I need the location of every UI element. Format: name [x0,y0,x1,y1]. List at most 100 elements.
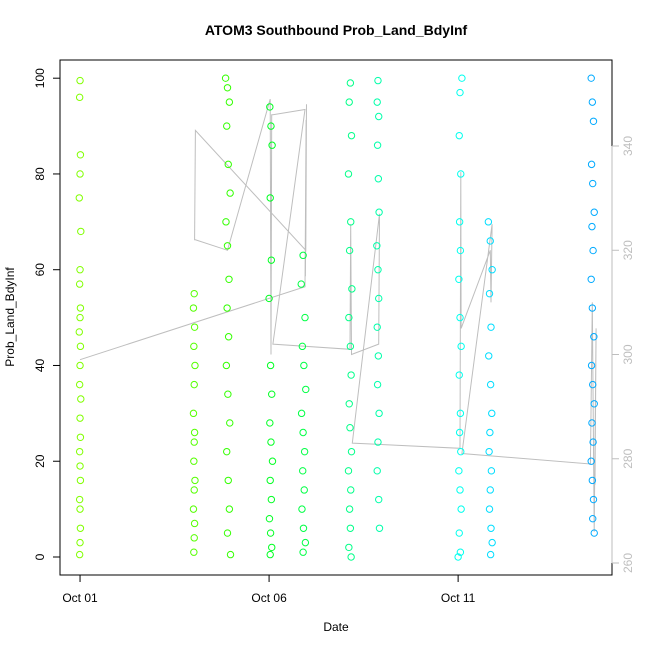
point [486,550,495,559]
point [76,433,85,441]
x-tick-label: Oct 01 [62,591,98,605]
y-tick-label: 20 [33,454,47,468]
point [458,74,466,82]
point [75,447,84,456]
x-tick-label: Oct 06 [251,591,287,605]
point [268,457,277,465]
point [455,275,463,283]
point [75,495,84,504]
series-line [79,98,597,532]
point [266,103,274,111]
point [454,553,462,561]
y-tick-label: 0 [33,553,47,560]
point [374,76,382,85]
point [486,428,494,437]
point [267,495,276,504]
point [223,84,232,92]
point [266,476,274,485]
point [345,313,353,322]
point [344,170,353,178]
point [457,505,465,513]
chart-title: ATOM3 Southbound Prob_Land_BdyInf [205,22,468,38]
point [488,266,496,274]
point [455,529,463,537]
point [588,419,596,427]
point [191,476,199,485]
point [373,141,382,149]
point [265,514,274,523]
point [300,486,308,494]
point [589,380,597,389]
point [345,98,353,106]
point [223,242,232,250]
point [373,323,381,331]
point [347,218,355,226]
point [76,170,84,178]
y2-tick-label: 340 [621,136,635,156]
point [76,304,85,312]
point [589,179,597,188]
point [77,395,85,403]
point [457,447,465,456]
point [456,548,465,556]
point [76,76,84,85]
point [268,390,276,398]
point [455,467,463,475]
point [345,246,354,255]
y2-tick-label: 260 [621,553,635,573]
point [373,242,381,250]
point [265,294,273,303]
point [302,385,310,394]
point [298,342,307,351]
point [190,380,198,389]
point [189,409,198,418]
point [375,112,383,121]
point [346,79,355,87]
point [484,218,493,226]
point [347,131,356,140]
point [590,400,598,408]
point [374,266,382,274]
point [299,548,307,556]
point [455,371,463,379]
y-tick-label: 80 [33,167,47,181]
point [589,514,597,523]
point [457,342,465,351]
point [266,550,274,559]
point [190,428,199,437]
point [346,342,355,351]
point [266,419,274,427]
point [457,170,465,178]
point [347,553,355,561]
y-tick-label: 40 [33,358,47,372]
y-tick-label: 60 [33,263,47,277]
point [588,222,596,231]
point [345,543,353,552]
point [299,251,307,260]
point [223,447,231,456]
point [190,457,198,465]
point [587,160,596,169]
point [190,289,198,298]
point [589,438,597,446]
plot-box [59,59,613,576]
point [76,361,84,370]
y2-tick-label: 320 [621,240,635,260]
point [226,189,234,197]
point [191,361,199,370]
point [373,467,381,475]
point [375,208,383,216]
point [587,457,595,465]
point [486,237,494,245]
point [345,505,354,513]
point [590,208,598,216]
point [347,486,355,494]
point [297,280,305,288]
x-tick-label: Oct 11 [441,591,476,605]
point [373,98,381,106]
point [375,409,383,418]
point [488,538,496,547]
point [590,333,598,341]
point [268,543,276,552]
